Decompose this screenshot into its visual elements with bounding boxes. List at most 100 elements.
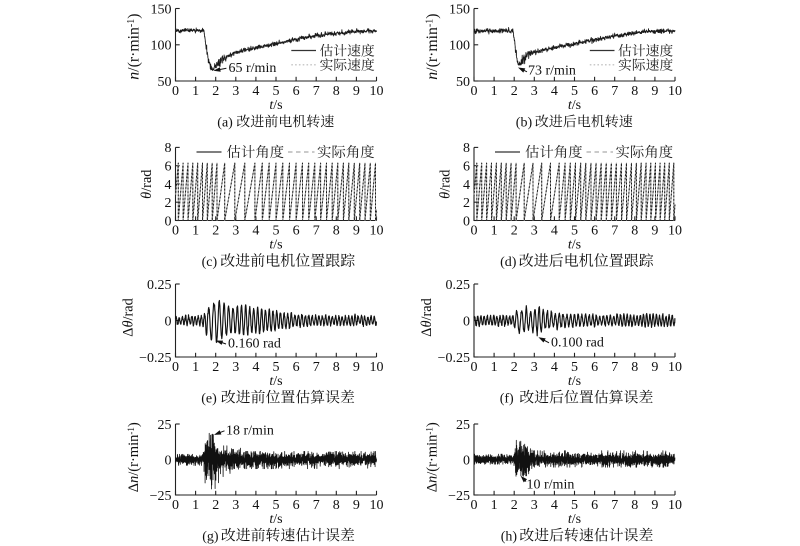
- svg-text:8: 8: [165, 141, 172, 156]
- svg-text:6: 6: [591, 360, 598, 375]
- svg-text:10 r/min: 10 r/min: [527, 478, 575, 493]
- svg-text:t/s: t/s: [568, 512, 581, 527]
- svg-text:5: 5: [571, 498, 578, 513]
- svg-text:10: 10: [668, 223, 682, 238]
- svg-text:2: 2: [212, 360, 219, 375]
- svg-text:3: 3: [531, 498, 538, 513]
- svg-text:7: 7: [313, 498, 320, 513]
- svg-text:6: 6: [293, 498, 300, 513]
- svg-text:(f): (f): [500, 391, 514, 406]
- svg-text:0: 0: [172, 498, 179, 513]
- svg-text:73 r/min: 73 r/min: [528, 64, 576, 79]
- svg-text:n/(r·min-1): n/(r·min-1): [126, 13, 143, 79]
- svg-text:0.100 rad: 0.100 rad: [551, 335, 604, 350]
- svg-text:0: 0: [165, 314, 172, 329]
- svg-text:7: 7: [611, 360, 618, 375]
- svg-text:3: 3: [531, 223, 538, 238]
- svg-text:−0.25: −0.25: [139, 351, 171, 366]
- svg-text:6: 6: [293, 223, 300, 238]
- svg-text:8: 8: [631, 360, 638, 375]
- svg-text:1: 1: [192, 360, 199, 375]
- svg-text:4: 4: [252, 360, 259, 375]
- svg-text:0.25: 0.25: [147, 278, 172, 293]
- svg-text:10: 10: [370, 498, 384, 513]
- svg-text:8: 8: [333, 84, 340, 99]
- svg-text:0: 0: [172, 84, 179, 99]
- svg-text:2: 2: [511, 84, 518, 99]
- svg-text:2: 2: [511, 223, 518, 238]
- svg-text:(e): (e): [201, 391, 217, 406]
- svg-text:4: 4: [252, 223, 259, 238]
- svg-text:10: 10: [370, 84, 384, 99]
- svg-text:100: 100: [449, 39, 470, 54]
- svg-text:0: 0: [172, 360, 179, 375]
- svg-text:5: 5: [571, 360, 578, 375]
- svg-text:7: 7: [313, 223, 320, 238]
- svg-text:2: 2: [511, 360, 518, 375]
- svg-text:1: 1: [192, 498, 199, 513]
- svg-text:0: 0: [471, 498, 478, 513]
- svg-text:8: 8: [631, 498, 638, 513]
- svg-text:8: 8: [333, 498, 340, 513]
- svg-text:150: 150: [151, 2, 172, 17]
- svg-text:9: 9: [651, 498, 658, 513]
- svg-text:9: 9: [353, 84, 360, 99]
- svg-text:θ/rad: θ/rad: [437, 170, 453, 199]
- svg-text:t/s: t/s: [269, 512, 282, 527]
- svg-text:3: 3: [232, 223, 239, 238]
- svg-text:5: 5: [273, 223, 280, 238]
- svg-text:10: 10: [668, 498, 682, 513]
- svg-text:9: 9: [353, 223, 360, 238]
- svg-text:10: 10: [370, 223, 384, 238]
- svg-text:4: 4: [463, 178, 470, 193]
- svg-text:100: 100: [151, 39, 172, 54]
- svg-text:25: 25: [456, 418, 470, 433]
- svg-text:150: 150: [449, 2, 470, 17]
- svg-text:0: 0: [471, 84, 478, 99]
- svg-text:Δn/(r·min-1): Δn/(r·min-1): [126, 422, 142, 492]
- svg-text:−25: −25: [448, 489, 470, 504]
- svg-text:9: 9: [353, 498, 360, 513]
- svg-text:5: 5: [571, 223, 578, 238]
- svg-text:0: 0: [463, 214, 470, 229]
- svg-text:3: 3: [531, 84, 538, 99]
- svg-text:6: 6: [165, 160, 172, 175]
- svg-text:3: 3: [232, 84, 239, 99]
- svg-text:t/s: t/s: [269, 98, 282, 113]
- svg-text:65 r/min: 65 r/min: [229, 61, 277, 76]
- svg-text:1: 1: [192, 84, 199, 99]
- svg-text:5: 5: [273, 360, 280, 375]
- svg-text:1: 1: [491, 498, 498, 513]
- svg-text:t/s: t/s: [269, 238, 282, 253]
- svg-text:4: 4: [551, 84, 558, 99]
- svg-text:8: 8: [631, 223, 638, 238]
- svg-text:0: 0: [471, 360, 478, 375]
- svg-text:10: 10: [668, 360, 682, 375]
- svg-text:6: 6: [463, 160, 470, 175]
- svg-text:8: 8: [631, 84, 638, 99]
- svg-text:10: 10: [668, 84, 682, 99]
- svg-text:9: 9: [651, 84, 658, 99]
- svg-text:7: 7: [313, 360, 320, 375]
- svg-text:6: 6: [591, 84, 598, 99]
- svg-text:1: 1: [491, 360, 498, 375]
- svg-text:t/s: t/s: [269, 374, 282, 389]
- svg-text:4: 4: [551, 360, 558, 375]
- svg-text:0.25: 0.25: [446, 278, 471, 293]
- svg-text:−25: −25: [150, 489, 172, 504]
- svg-text:0: 0: [463, 314, 470, 329]
- svg-text:t/s: t/s: [568, 98, 581, 113]
- svg-text:(g): (g): [202, 529, 219, 544]
- svg-text:4: 4: [252, 84, 259, 99]
- svg-text:3: 3: [232, 498, 239, 513]
- svg-text:7: 7: [313, 84, 320, 99]
- svg-text:7: 7: [611, 84, 618, 99]
- svg-text:2: 2: [165, 196, 172, 211]
- svg-text:4: 4: [551, 223, 558, 238]
- svg-text:25: 25: [158, 418, 172, 433]
- svg-text:8: 8: [333, 360, 340, 375]
- svg-text:10: 10: [370, 360, 384, 375]
- svg-text:(h): (h): [501, 529, 518, 544]
- svg-text:6: 6: [591, 223, 598, 238]
- svg-text:(c): (c): [202, 255, 218, 270]
